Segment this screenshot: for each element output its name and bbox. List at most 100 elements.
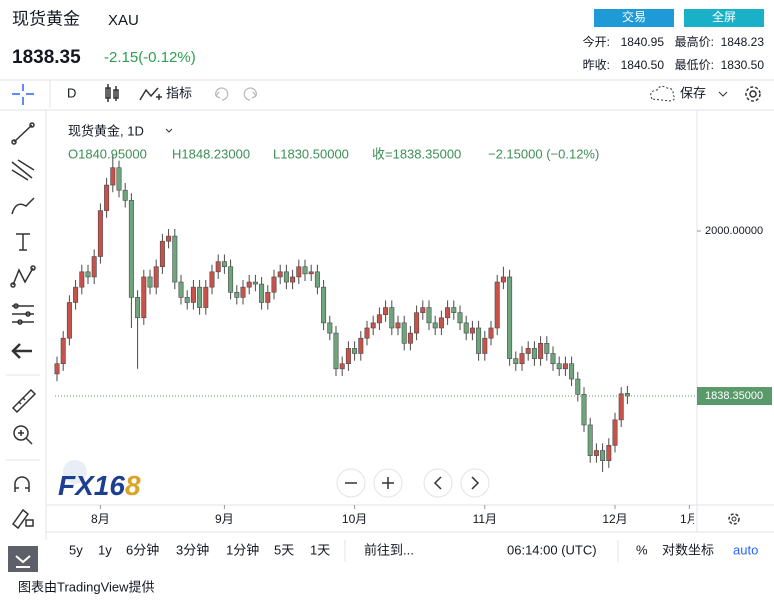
range-button[interactable]: 1分钟 — [226, 542, 259, 557]
zoom-in[interactable] — [373, 468, 403, 498]
legend-low: L1830.50000 — [273, 146, 349, 161]
zoom-tool[interactable] — [13, 425, 33, 445]
candle-body — [593, 450, 599, 456]
symbol-code: XAU — [108, 12, 139, 29]
range-button[interactable]: 6分钟 — [126, 542, 159, 557]
candle-body — [116, 167, 122, 191]
legend-dropdown[interactable] — [165, 128, 173, 133]
candle-body — [407, 332, 413, 344]
candle-body — [451, 307, 457, 313]
candle-body — [383, 307, 389, 316]
plot-area: 8月 9月 10月 11月 12月 1月 2000.00000 1838.35000 — [54, 154, 772, 526]
measure-tool[interactable] — [11, 388, 37, 414]
axis-settings[interactable] — [728, 513, 740, 525]
legend-close: 收=1838.35000 — [372, 146, 461, 161]
logo-globe — [63, 460, 87, 484]
candle-body — [265, 291, 271, 303]
goto-button[interactable]: 前往到... — [364, 542, 414, 557]
trade-button-label[interactable]: 交易 — [622, 9, 646, 24]
candle-body — [246, 281, 252, 288]
zoom-out[interactable] — [336, 468, 366, 498]
candle-body — [147, 276, 153, 288]
save-button[interactable]: 保存 — [680, 85, 706, 100]
magnet-tool[interactable] — [14, 476, 30, 492]
chart-style-button[interactable] — [105, 84, 119, 102]
range-button[interactable]: 1y — [98, 542, 112, 557]
candle-body — [197, 286, 203, 308]
redo-button[interactable] — [243, 87, 257, 101]
candle-body — [364, 327, 370, 339]
indicators-icon[interactable] — [139, 87, 162, 101]
candle-body — [544, 342, 550, 354]
logo: FX168 — [58, 470, 141, 501]
candle-body — [66, 302, 72, 339]
collapse-button[interactable] — [8, 546, 38, 572]
x-tick-label: 8月 — [91, 512, 110, 526]
auto-button[interactable]: auto — [733, 542, 758, 557]
undo-button[interactable] — [215, 87, 229, 101]
hide-tools[interactable] — [11, 343, 32, 359]
candle-body — [500, 276, 506, 283]
candle-body — [122, 189, 128, 201]
range-button[interactable]: 5y — [69, 542, 83, 557]
candle-body — [321, 286, 327, 324]
candle-body — [469, 327, 475, 334]
trade-button[interactable] — [594, 9, 674, 27]
scroll-left[interactable] — [423, 468, 453, 498]
candle-body — [178, 281, 184, 298]
candle-body — [618, 393, 624, 421]
candle-body — [128, 200, 134, 298]
scroll-right[interactable] — [460, 468, 490, 498]
log-button[interactable]: 对数坐标 — [662, 542, 714, 557]
candle-body — [476, 327, 482, 354]
collapse-icon[interactable] — [15, 555, 31, 568]
brush-tool[interactable] — [11, 197, 35, 215]
attribution[interactable]: 图表由TradingView提供 — [18, 579, 155, 594]
candle-body — [395, 322, 401, 329]
candle-body — [457, 312, 463, 324]
stat-label: 最低价: — [675, 58, 714, 72]
legend-change: −2.15000 (−0.12%) — [488, 146, 599, 161]
candle-body — [209, 271, 215, 288]
candle-body — [562, 363, 568, 370]
pitchfork-tool[interactable] — [11, 159, 35, 181]
indicators-button[interactable]: 指标 — [166, 85, 192, 100]
text-tool[interactable] — [16, 233, 30, 251]
candle-body — [445, 307, 451, 319]
lock-tool[interactable] — [11, 508, 34, 530]
candle-body — [252, 281, 258, 285]
candle-body — [345, 348, 351, 365]
y-tick-label: 2000.00000 — [705, 225, 763, 237]
candle-body — [525, 348, 531, 354]
range-button[interactable]: 1天 — [310, 542, 330, 557]
prediction-tool[interactable] — [12, 303, 34, 325]
x-tick-label: 12月 — [602, 512, 627, 526]
candle-body — [581, 394, 587, 426]
candle-body — [135, 297, 141, 319]
range-button[interactable]: 5天 — [274, 542, 294, 557]
trendline-tool[interactable] — [11, 122, 35, 145]
interval-button[interactable]: D — [67, 85, 76, 100]
stat-value: 1840.50 — [621, 58, 665, 72]
fullscreen-button[interactable] — [684, 9, 764, 27]
range-button[interactable]: 3分钟 — [176, 542, 209, 557]
pattern-tool[interactable] — [10, 265, 36, 288]
candle-body — [79, 271, 85, 288]
stat-label: 最高价: — [675, 34, 714, 49]
percent-button[interactable]: % — [636, 542, 648, 557]
candle-body — [519, 353, 525, 365]
candle-body — [153, 266, 159, 288]
candle-body — [234, 291, 240, 298]
fullscreen-button-label[interactable]: 全屏 — [712, 9, 736, 24]
cloud-icon[interactable] — [650, 85, 676, 102]
candle-body — [550, 353, 556, 365]
candle-body — [240, 286, 246, 298]
save-dropdown[interactable] — [718, 91, 728, 97]
price-change: -2.15(-0.12%) — [104, 49, 196, 66]
legend-symbol: 现货黄金, 1D — [68, 123, 144, 138]
settings-button[interactable] — [745, 86, 761, 102]
crosshair-tool[interactable] — [12, 84, 34, 105]
last-price-label: 1838.35000 — [705, 390, 763, 402]
candle-body — [290, 276, 296, 283]
candle-body — [228, 266, 234, 293]
